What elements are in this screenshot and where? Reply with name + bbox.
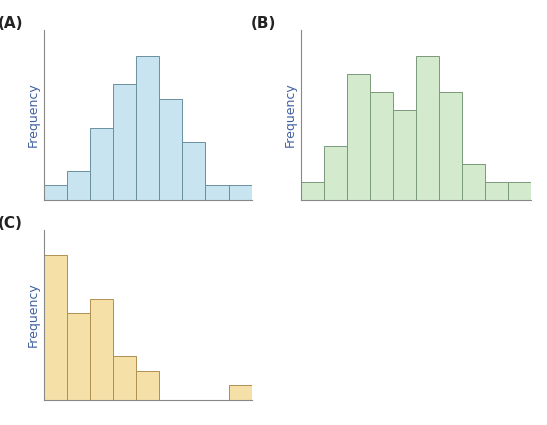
Y-axis label: Frequency: Frequency xyxy=(27,82,39,147)
Text: (B): (B) xyxy=(251,16,276,31)
Y-axis label: Frequency: Frequency xyxy=(284,82,296,147)
Text: (A): (A) xyxy=(0,16,24,31)
Bar xyxy=(439,92,462,200)
Bar xyxy=(485,182,508,200)
Bar xyxy=(206,185,229,200)
Bar xyxy=(113,85,136,200)
Y-axis label: Frequency: Frequency xyxy=(27,282,39,347)
Bar xyxy=(136,56,159,200)
Bar xyxy=(370,92,393,200)
Bar xyxy=(508,182,531,200)
Bar xyxy=(44,255,67,400)
Bar xyxy=(67,171,90,200)
Bar xyxy=(393,110,416,200)
Bar xyxy=(67,313,90,400)
Bar xyxy=(229,185,252,200)
Bar xyxy=(462,164,485,200)
Bar xyxy=(229,385,252,400)
Bar xyxy=(136,371,159,400)
Bar xyxy=(44,185,67,200)
Bar xyxy=(159,99,182,200)
Bar xyxy=(347,74,370,200)
Bar xyxy=(416,56,439,200)
Bar xyxy=(301,182,324,200)
Text: (C): (C) xyxy=(0,216,23,231)
Bar xyxy=(182,142,206,200)
Bar xyxy=(324,146,347,200)
Bar xyxy=(90,128,113,200)
Bar xyxy=(90,299,113,400)
Bar xyxy=(113,356,136,400)
